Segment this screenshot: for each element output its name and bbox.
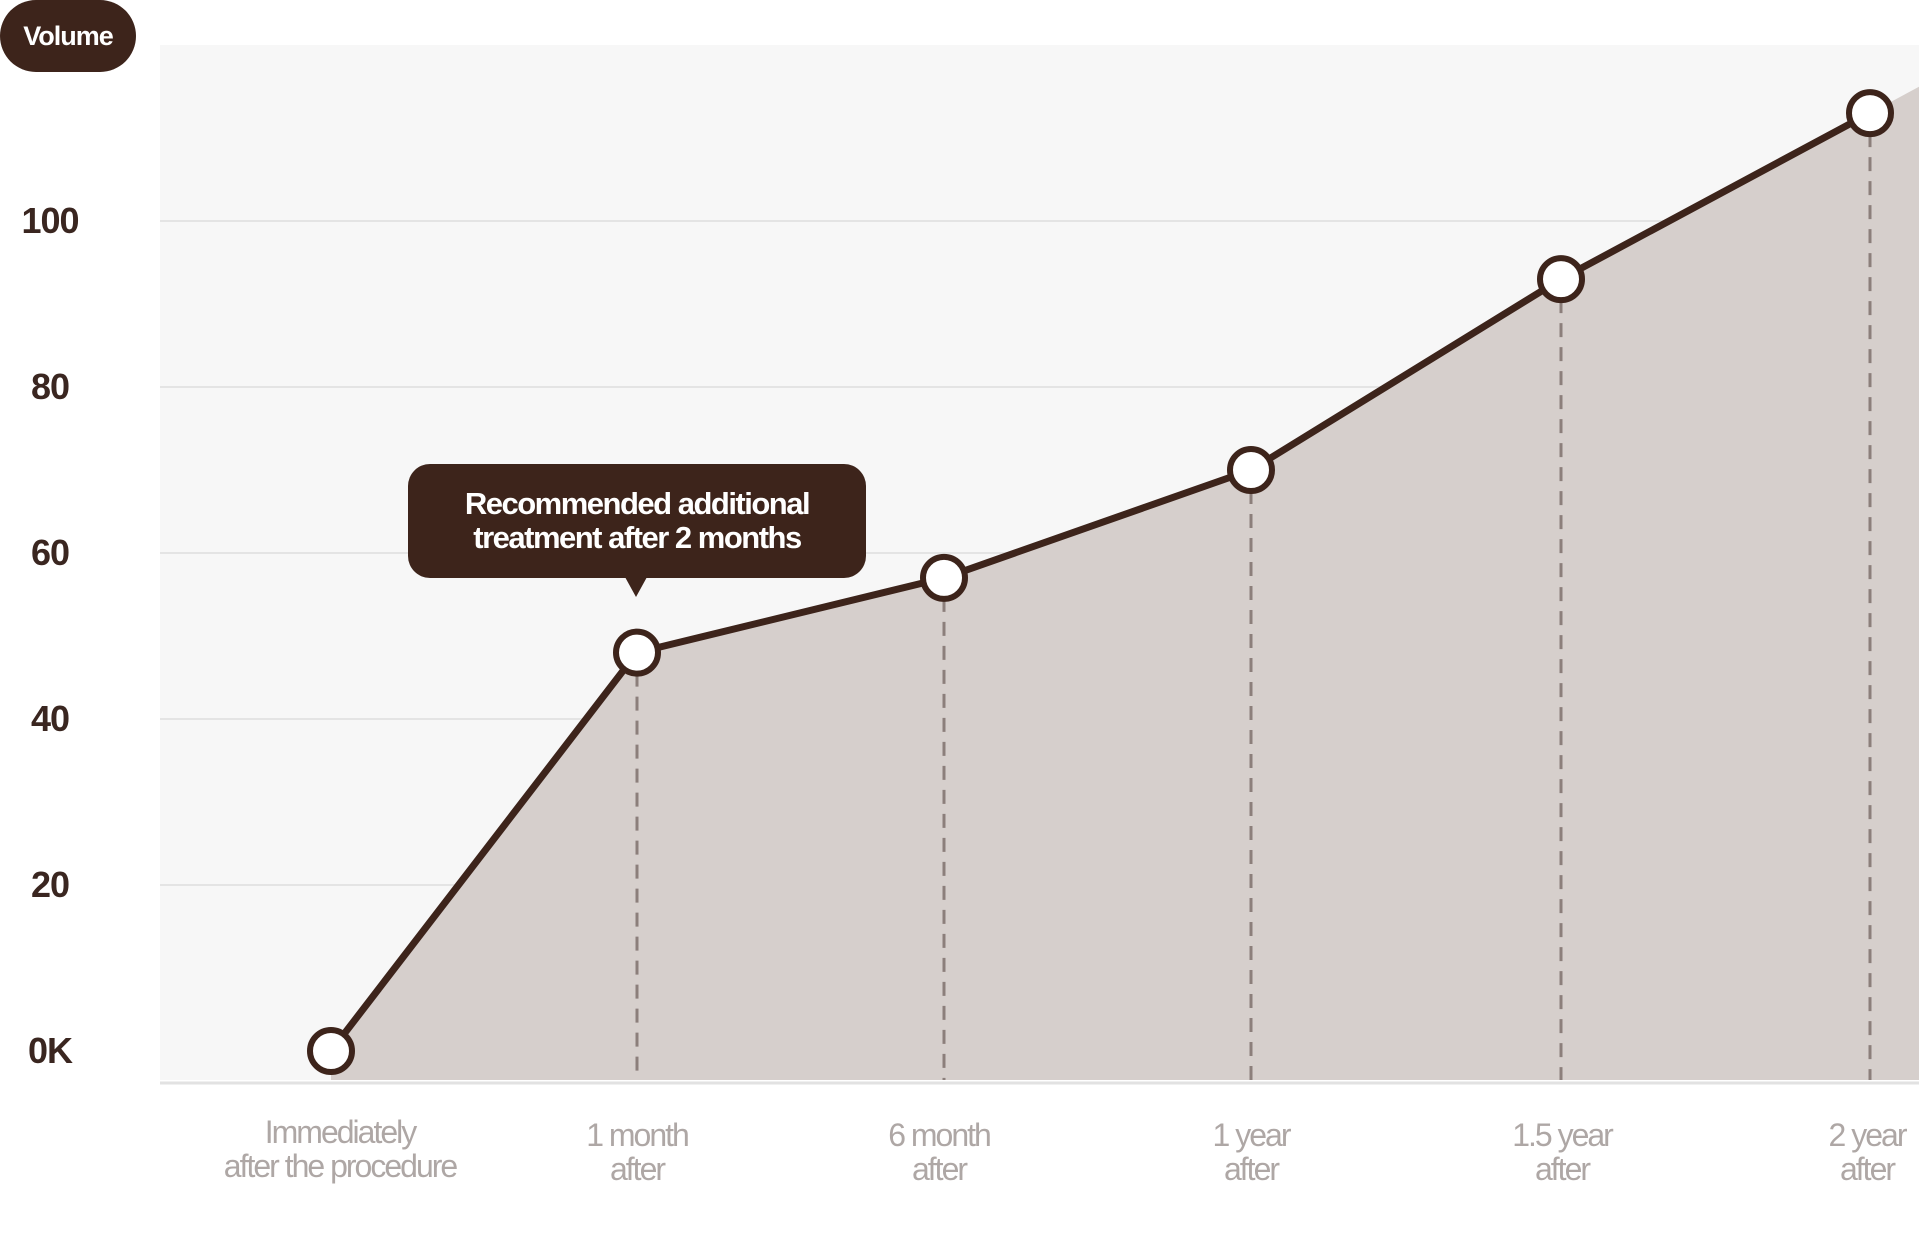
- data-point: [920, 553, 968, 602]
- data-point: [1846, 89, 1894, 138]
- y-axis-label: Volume: [0, 0, 136, 72]
- x-tick-label: 2 year after: [1828, 1117, 1908, 1187]
- y-tick-label: 20: [30, 864, 70, 905]
- y-tick-label: 40: [30, 698, 70, 739]
- area-fill-group: [331, 86, 1919, 1081]
- x-tick-label: 6 month after: [888, 1117, 992, 1187]
- annotation-callout: Recommended additional treatment after 2…: [408, 464, 866, 578]
- y-tick-label: 80: [30, 366, 70, 407]
- data-point: [1537, 255, 1585, 304]
- y-tick-label: 100: [21, 200, 79, 241]
- dashed-guides: [635, 133, 1872, 1080]
- x-tick-label: Immediately after the procedure: [223, 1114, 458, 1184]
- data-points: [307, 89, 1894, 1075]
- annotation-callout-tail: [625, 577, 647, 597]
- series-line-group: [327, 109, 1874, 1055]
- data-point: [613, 628, 661, 677]
- data-point: [307, 1027, 355, 1075]
- area-fill: [331, 86, 1919, 1081]
- series-line: [327, 109, 1874, 1055]
- x-tick-label: 1 year after: [1212, 1117, 1292, 1187]
- y-tick-label: 0K: [27, 1030, 73, 1071]
- x-tick-label: 1.5 year after: [1512, 1117, 1614, 1187]
- x-tick-label: 1 month after: [586, 1117, 690, 1187]
- data-point: [1227, 446, 1275, 494]
- y-tick-label: 60: [30, 532, 70, 573]
